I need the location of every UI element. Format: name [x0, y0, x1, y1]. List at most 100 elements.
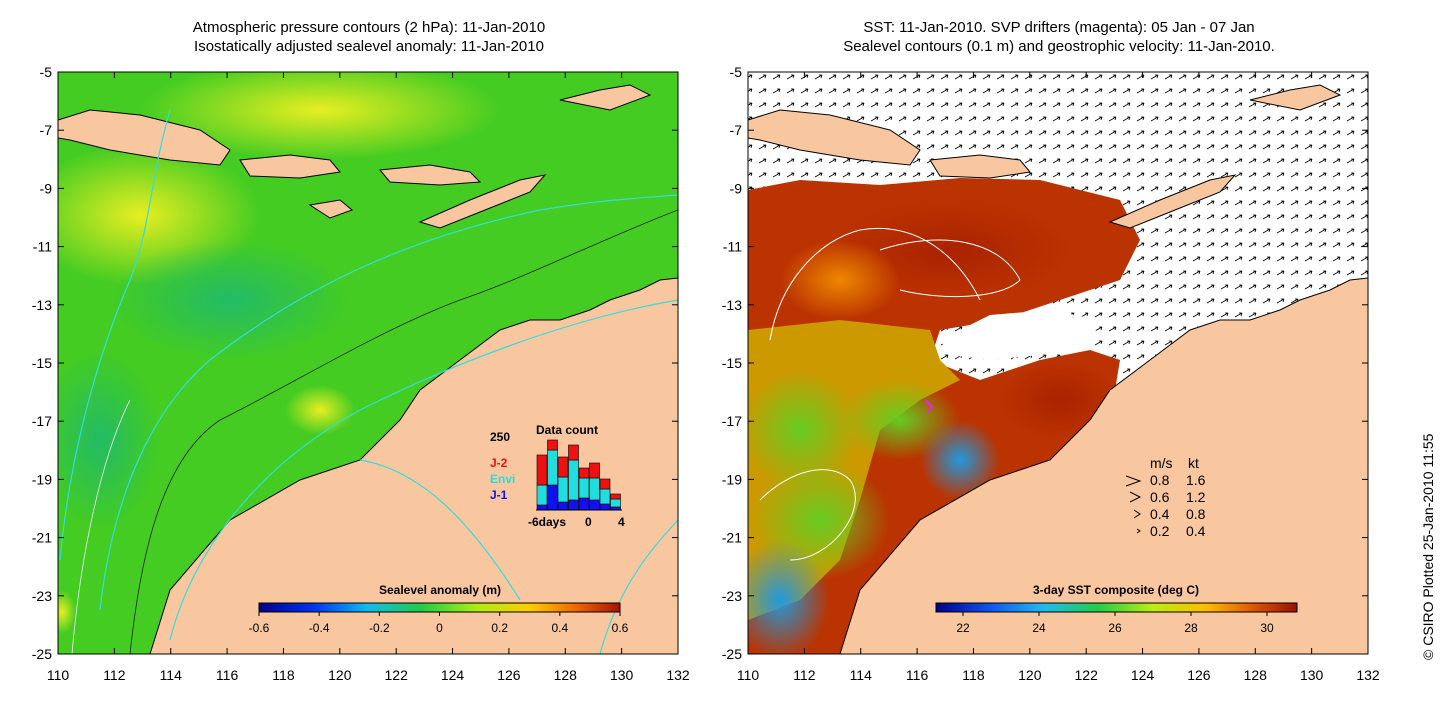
- right-y-tick-label: -25: [722, 646, 742, 662]
- left-x-tick-label: 116: [216, 667, 239, 683]
- left-low-anomaly-southwest: [58, 350, 160, 530]
- sst-blue-speckle: [920, 420, 1000, 500]
- left-y-tick-label: -25: [32, 646, 52, 662]
- right-title-line2: Sealevel contours (0.1 m) and geostrophi…: [843, 38, 1275, 55]
- right-island-flores: [929, 154, 1031, 179]
- right-x-tick-label: 114: [850, 667, 873, 683]
- left-y-tick-label: -17: [32, 413, 52, 429]
- velocity-row-2-kt: 1.2: [1186, 489, 1206, 505]
- velocity-arrow-0.8-icon: [1125, 475, 1142, 487]
- inset-bar: [589, 499, 600, 511]
- inset-bar: [557, 501, 569, 511]
- inset-mission-envi: Envi: [490, 472, 515, 486]
- right-x-tick-label: 132: [1356, 667, 1380, 683]
- right-y-tick-label: -5: [730, 64, 743, 80]
- inset-bar: [610, 498, 621, 508]
- left-x-tick-label: 120: [328, 667, 352, 683]
- velocity-arrow-0.2-icon: [1136, 528, 1141, 534]
- colorbar-tick-label: 0.2: [491, 621, 508, 635]
- csiro-credit: © CSIRO Plotted 25-Jan-2010 11:55: [1420, 433, 1436, 660]
- sst-green-patch-1: [748, 370, 860, 490]
- left-x-tick-label: 118: [272, 667, 295, 683]
- velocity-row-1-ms: 0.8: [1150, 472, 1170, 488]
- inset-bar: [599, 503, 611, 511]
- left-title-line2: Isostatically adjusted sealevel anomaly:…: [194, 38, 544, 55]
- left-y-tick-label: -5: [40, 64, 53, 80]
- colorbar-tick-label: 0.6: [612, 621, 629, 635]
- right-y-tick-label: -9: [730, 180, 743, 196]
- left-x-tick-label: 128: [554, 667, 578, 683]
- velocity-row-3-ms: 0.4: [1150, 506, 1170, 522]
- colorbar-tick-label: 28: [1184, 621, 1198, 635]
- right-y-tick-label: -11: [723, 239, 742, 255]
- left-x-tick-label: 130: [610, 667, 634, 683]
- inset-ymax-label: 250: [490, 430, 510, 444]
- inset-bar: [557, 456, 569, 478]
- right-island-east: [1249, 84, 1342, 111]
- left-low-anomaly-centre: [110, 240, 350, 360]
- right-title-line1: SST: 11-Jan-2010. SVP drifters (magenta)…: [863, 19, 1255, 36]
- right-x-tick-label: 128: [1244, 667, 1268, 683]
- inset-bar: [568, 444, 579, 461]
- right-x-tick-label: 122: [1075, 667, 1099, 683]
- inset-bar: [536, 454, 548, 486]
- svp-drifter-track: [924, 399, 934, 413]
- inset-x-label-start: -6days: [528, 515, 566, 529]
- right-y-tick-label: -23: [722, 588, 742, 604]
- left-island-alor: [379, 164, 482, 186]
- velocity-row-4-ms: 0.2: [1150, 523, 1170, 539]
- left-x-tick-label: 122: [385, 667, 409, 683]
- left-island-java-bali: [58, 109, 231, 166]
- colorbar-tick-label: 26: [1108, 621, 1122, 635]
- right-y-tick-label: -7: [730, 122, 743, 138]
- right-x-tick-label: 110: [737, 667, 760, 683]
- velocity-row-1-kt: 1.6: [1186, 472, 1206, 488]
- left-y-tick-label: -13: [32, 297, 52, 313]
- right-x-tick-label: 118: [962, 667, 985, 683]
- left-high-anomaly-edge: [58, 590, 76, 634]
- right-island-java-bali: [748, 109, 921, 166]
- colorbar-tick-label: 22: [956, 621, 970, 635]
- velocity-row-4-kt: 0.4: [1186, 523, 1206, 539]
- velocity-arrow-0.6-icon: [1129, 491, 1142, 503]
- sealevel-colorbar-label: Sealevel anomaly (m): [379, 583, 501, 597]
- inset-bar: [557, 476, 569, 503]
- colorbar-tick-label: 0: [436, 621, 443, 635]
- right-x-tick-label: 126: [1187, 667, 1211, 683]
- velocity-arrow-0.4-icon: [1133, 509, 1141, 519]
- velocity-legend-header-ms: m/s: [1150, 455, 1173, 471]
- inset-mission-j1: J-1: [490, 488, 508, 502]
- sealevel-colorbar: Sealevel anomaly (m) -0.6 -0.4 -0.2 0 0.2 0.4…: [249, 583, 629, 635]
- sst-colorbar: 3-day SST composite (deg C) 22 24 26 28 30: [935, 583, 1298, 635]
- sst-orange-patch: [780, 240, 900, 320]
- colorbar-tick-label: 24: [1032, 621, 1046, 635]
- inset-bar: [536, 484, 548, 506]
- left-x-tick-label: 132: [666, 667, 690, 683]
- sealevel-contour-3: [879, 239, 1021, 298]
- left-y-tick-label: -19: [32, 471, 52, 487]
- left-australia-land: [149, 277, 678, 654]
- inset-bar: [578, 497, 590, 511]
- left-island-east: [559, 84, 652, 111]
- inset-bar: [578, 467, 590, 479]
- left-bathymetry-contour: [129, 209, 678, 654]
- left-x-tick-label: 126: [497, 667, 521, 683]
- colorbar-tick-label: -0.4: [309, 621, 330, 635]
- sealevel-colorbar-gradient: [258, 602, 621, 613]
- colorbar-tick-label: 30: [1260, 621, 1274, 635]
- right-island-timor: [1108, 174, 1237, 229]
- sst-colorbar-gradient: [935, 602, 1298, 613]
- right-x-tick-label: 116: [906, 667, 929, 683]
- left-x-tick-label: 124: [441, 667, 465, 683]
- inset-x-label-zero: 0: [585, 515, 592, 529]
- inset-bar: [589, 462, 600, 479]
- inset-title: Data count: [536, 423, 598, 437]
- left-y-tick-label: -15: [32, 355, 52, 371]
- left-y-tick-label: -23: [32, 588, 52, 604]
- inset-bar: [547, 439, 558, 451]
- data-count-inset: Data count 250 J-2 Envi J-1 -6days 0 4: [490, 423, 625, 529]
- left-y-tick-label: -7: [40, 122, 53, 138]
- sst-cloud-gap: [940, 310, 1100, 360]
- right-y-tick-label: -19: [722, 471, 742, 487]
